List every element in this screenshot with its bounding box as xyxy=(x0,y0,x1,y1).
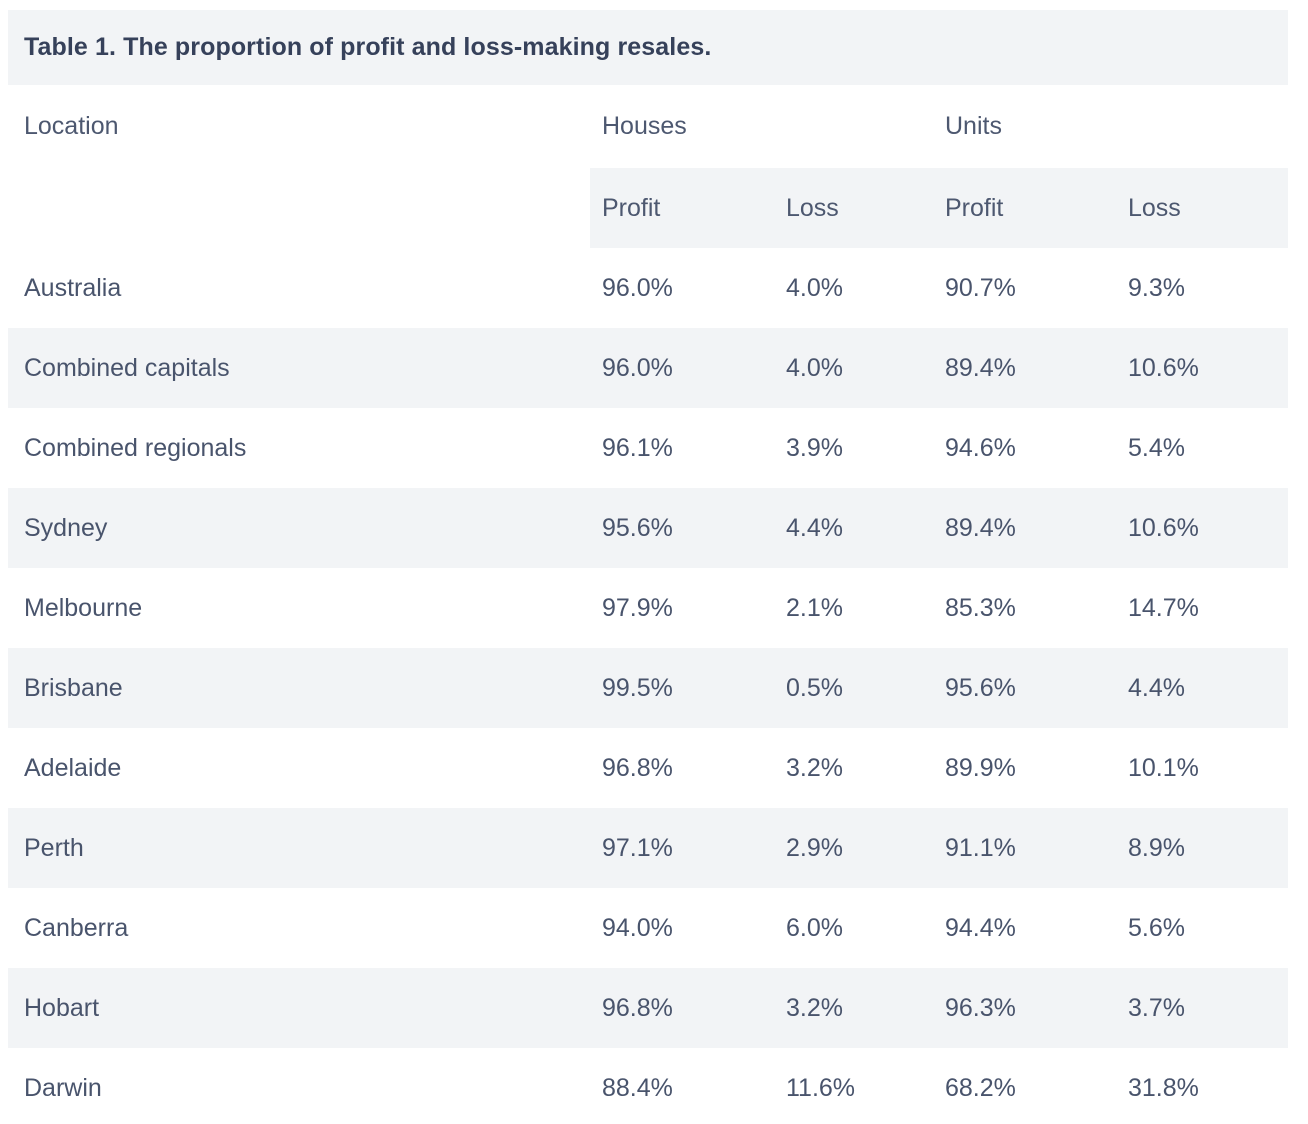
houses-loss-cell: 2.9% xyxy=(786,833,843,862)
location-cell: Australia xyxy=(24,273,122,302)
houses-loss-cell: 4.0% xyxy=(786,273,843,302)
units-profit-cell: 95.6% xyxy=(945,673,1016,702)
table-body: Australia 96.0% 4.0% 90.7% 9.3% Combined… xyxy=(8,248,1288,1124)
table-row: Combined regionals 96.1% 3.9% 94.6% 5.4% xyxy=(8,408,1288,488)
houses-profit-cell: 96.8% xyxy=(602,993,673,1022)
units-loss-cell: 4.4% xyxy=(1128,673,1185,702)
table-caption-bar: Table 1. The proportion of profit and lo… xyxy=(8,10,1288,85)
houses-loss-cell: 11.6% xyxy=(786,1073,856,1102)
table-row: Sydney 95.6% 4.4% 89.4% 10.6% xyxy=(8,488,1288,568)
houses-profit-cell: 99.5% xyxy=(602,673,673,702)
location-cell: Hobart xyxy=(24,993,100,1022)
units-profit-cell: 89.4% xyxy=(945,353,1016,382)
houses-profit-cell: 96.8% xyxy=(602,753,673,782)
table-container: Table 1. The proportion of profit and lo… xyxy=(8,10,1288,1124)
houses-profit-cell: 97.9% xyxy=(602,593,673,622)
table-row: Darwin 88.4% 11.6% 68.2% 31.8% xyxy=(8,1048,1288,1124)
subheader-houses-profit: Profit xyxy=(590,168,774,248)
units-loss-cell: 5.4% xyxy=(1128,433,1185,462)
units-profit-cell: 89.4% xyxy=(945,513,1016,542)
houses-loss-cell: 3.2% xyxy=(786,753,843,782)
houses-profit-cell: 94.0% xyxy=(602,913,673,942)
units-profit-cell: 89.9% xyxy=(945,753,1016,782)
houses-loss-cell: 6.0% xyxy=(786,913,843,942)
units-loss-cell: 5.6% xyxy=(1128,913,1185,942)
units-loss-cell: 9.3% xyxy=(1128,273,1185,302)
table-row: Combined capitals 96.0% 4.0% 89.4% 10.6% xyxy=(8,328,1288,408)
table-title: Table 1. The proportion of profit and lo… xyxy=(24,33,712,61)
houses-profit-cell: 95.6% xyxy=(602,513,673,542)
location-cell: Brisbane xyxy=(24,673,123,702)
houses-loss-cell: 0.5% xyxy=(786,673,843,702)
location-cell: Canberra xyxy=(24,913,129,942)
column-header-location: Location xyxy=(24,112,119,140)
location-cell: Sydney xyxy=(24,513,108,542)
units-loss-cell: 10.6% xyxy=(1128,353,1199,382)
column-group-spacer xyxy=(774,85,933,168)
units-profit-cell: 85.3% xyxy=(945,593,1016,622)
units-profit-cell: 94.6% xyxy=(945,433,1016,462)
table-row: Brisbane 99.5% 0.5% 95.6% 4.4% xyxy=(8,648,1288,728)
table-row: Australia 96.0% 4.0% 90.7% 9.3% xyxy=(8,248,1288,328)
column-group-units: Units xyxy=(945,112,1002,140)
table-row: Hobart 96.8% 3.2% 96.3% 3.7% xyxy=(8,968,1288,1048)
units-profit-cell: 94.4% xyxy=(945,913,1016,942)
houses-profit-cell: 96.0% xyxy=(602,273,673,302)
subheader-units-profit: Profit xyxy=(933,168,1116,248)
units-profit-cell: 96.3% xyxy=(945,993,1016,1022)
units-loss-cell: 10.6% xyxy=(1128,513,1199,542)
units-loss-cell: 10.1% xyxy=(1128,753,1199,782)
houses-loss-cell: 3.9% xyxy=(786,433,843,462)
units-profit-cell: 90.7% xyxy=(945,273,1016,302)
units-profit-cell: 91.1% xyxy=(945,833,1016,862)
houses-profit-cell: 96.1% xyxy=(602,433,673,462)
houses-loss-cell: 3.2% xyxy=(786,993,843,1022)
units-profit-cell: 68.2% xyxy=(945,1073,1016,1102)
table-subheader-row: Profit Loss Profit Loss xyxy=(8,168,1288,248)
houses-profit-cell: 96.0% xyxy=(602,353,673,382)
table-row: Adelaide 96.8% 3.2% 89.9% 10.1% xyxy=(8,728,1288,808)
units-loss-cell: 14.7% xyxy=(1128,593,1199,622)
location-cell: Darwin xyxy=(24,1073,102,1102)
table-group-header-row: Location Houses Units xyxy=(8,85,1288,168)
houses-loss-cell: 2.1% xyxy=(786,593,843,622)
location-cell: Perth xyxy=(24,833,84,862)
houses-profit-cell: 88.4% xyxy=(602,1073,673,1102)
column-group-spacer xyxy=(1116,85,1288,168)
units-loss-cell: 3.7% xyxy=(1128,993,1185,1022)
houses-loss-cell: 4.4% xyxy=(786,513,843,542)
location-cell: Combined regionals xyxy=(24,433,247,462)
table-row: Canberra 94.0% 6.0% 94.4% 5.6% xyxy=(8,888,1288,968)
table-row: Perth 97.1% 2.9% 91.1% 8.9% xyxy=(8,808,1288,888)
column-group-houses: Houses xyxy=(602,112,687,140)
location-cell: Combined capitals xyxy=(24,353,230,382)
subheader-houses-loss: Loss xyxy=(774,168,933,248)
houses-loss-cell: 4.0% xyxy=(786,353,843,382)
subheader-units-loss: Loss xyxy=(1116,168,1288,248)
houses-profit-cell: 97.1% xyxy=(602,833,673,862)
subheader-empty xyxy=(8,168,590,248)
units-loss-cell: 31.8% xyxy=(1128,1073,1199,1102)
units-loss-cell: 8.9% xyxy=(1128,833,1185,862)
location-cell: Melbourne xyxy=(24,593,143,622)
location-cell: Adelaide xyxy=(24,753,122,782)
table-row: Melbourne 97.9% 2.1% 85.3% 14.7% xyxy=(8,568,1288,648)
